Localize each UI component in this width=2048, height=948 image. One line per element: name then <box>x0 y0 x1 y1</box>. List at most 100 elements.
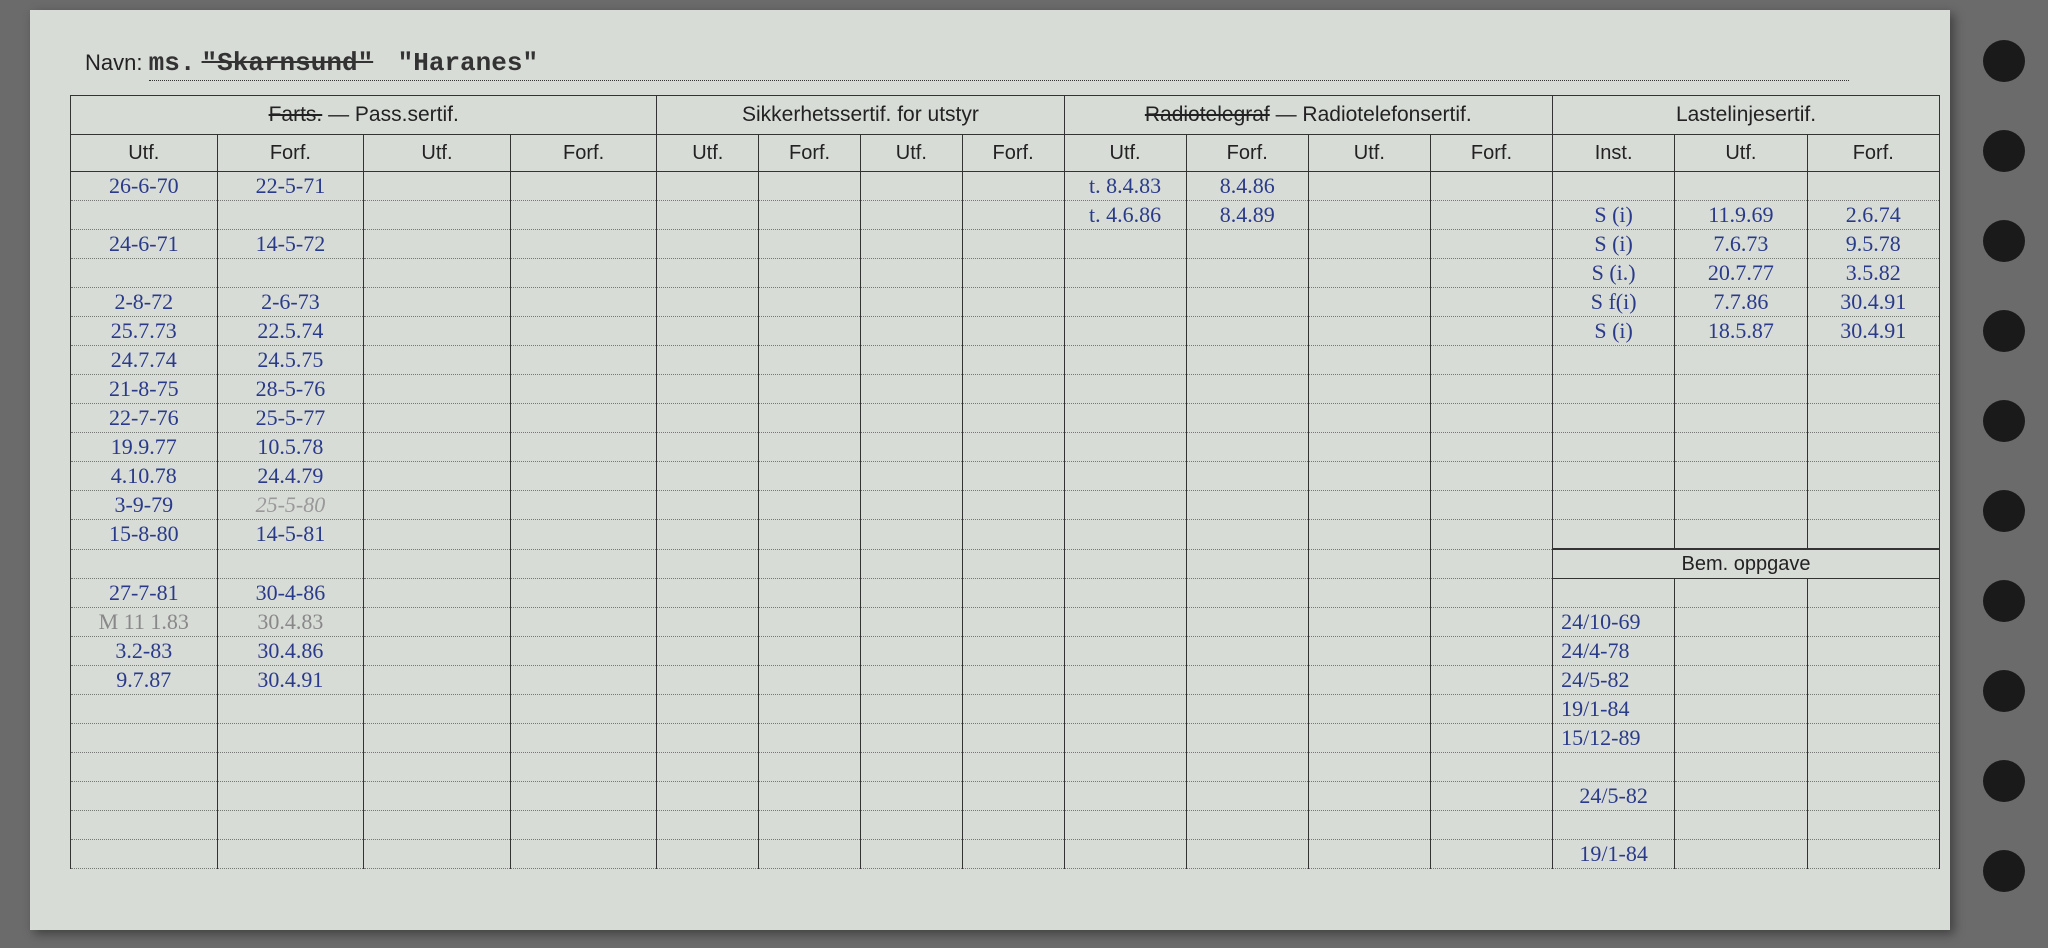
last-forf: 9.5.78 <box>1807 230 1939 259</box>
cell-empty <box>1675 491 1807 520</box>
table-row: t. 4.6.868.4.89S (i)11.9.692.6.74 <box>71 201 1940 230</box>
cell-empty <box>510 375 657 404</box>
cell-empty <box>657 753 759 782</box>
cell-empty <box>860 520 962 550</box>
last-inst: S f(i) <box>1553 288 1675 317</box>
last-forf: 3.5.82 <box>1807 259 1939 288</box>
cell-empty <box>962 637 1064 666</box>
last-forf: 2.6.74 <box>1807 201 1939 230</box>
pass-utf <box>71 259 218 288</box>
cell-empty <box>962 230 1064 259</box>
cell-empty <box>759 491 861 520</box>
cell-empty <box>860 840 962 869</box>
pass-utf: 2-8-72 <box>71 288 218 317</box>
table-row: S (i.)20.7.773.5.82 <box>71 259 1940 288</box>
cell-empty <box>1064 491 1186 520</box>
pass-utf <box>71 549 218 579</box>
header-row: Navn: ms. "Skarnsund" "Haranes" <box>85 48 1849 81</box>
cell-empty <box>860 608 962 637</box>
typed-prefix: ms. <box>149 48 196 78</box>
cell-empty <box>1807 608 1939 637</box>
hole <box>1983 400 2025 442</box>
cell-empty <box>1807 840 1939 869</box>
cell-empty <box>1308 724 1430 753</box>
hole <box>1983 40 2025 82</box>
last-inst: S (i) <box>1553 201 1675 230</box>
group-radio: Radiotelegraf — Radiotelefonsertif. <box>1064 96 1553 135</box>
cell-empty <box>860 549 962 579</box>
cell-empty <box>1186 462 1308 491</box>
col-utf: Utf. <box>1308 135 1430 172</box>
cell-empty <box>1675 608 1807 637</box>
cell-empty <box>1675 724 1807 753</box>
cell-empty <box>1553 811 1675 840</box>
cell-empty <box>657 259 759 288</box>
table-row: 15-8-8014-5-81 <box>71 520 1940 550</box>
cell-empty <box>860 579 962 608</box>
radio-utf: t. 4.6.86 <box>1064 201 1186 230</box>
cell-empty <box>657 462 759 491</box>
cell-empty <box>1675 375 1807 404</box>
bem-date: 24/5-82 <box>1553 666 1675 695</box>
bem-date: 24/10-69 <box>1553 608 1675 637</box>
table-row: Bem. oppgave <box>71 549 1940 579</box>
cell-empty <box>1675 462 1807 491</box>
cell-empty <box>1064 695 1186 724</box>
pass-utf: 19.9.77 <box>71 433 218 462</box>
cell-empty <box>759 608 861 637</box>
cell-empty <box>657 782 759 811</box>
cell-empty <box>962 579 1064 608</box>
last-inst: S (i) <box>1553 230 1675 259</box>
table-row: 15/12-89 <box>71 724 1940 753</box>
cell-empty <box>962 724 1064 753</box>
cell-empty <box>1186 230 1308 259</box>
cell-empty <box>962 462 1064 491</box>
cell-empty <box>1430 172 1552 201</box>
cell-empty <box>364 666 511 695</box>
last-utf: 7.7.86 <box>1675 288 1807 317</box>
cell-empty <box>1807 462 1939 491</box>
cell-empty <box>759 724 861 753</box>
pass-forf: 30.4.83 <box>217 608 364 637</box>
pass-forf <box>217 753 364 782</box>
group-pass: Farts. — Pass.sertif. <box>71 96 657 135</box>
cell-empty <box>1430 491 1552 520</box>
cell-empty <box>1064 637 1186 666</box>
hole <box>1983 580 2025 622</box>
cell-empty <box>1553 491 1675 520</box>
cell-empty <box>1186 549 1308 579</box>
cell-empty <box>1308 346 1430 375</box>
cell-empty <box>962 608 1064 637</box>
cell-empty <box>510 840 657 869</box>
table-row: 19/1-84 <box>71 695 1940 724</box>
cell-empty <box>1064 462 1186 491</box>
cell-empty <box>759 288 861 317</box>
table-row: 19.9.7710.5.78 <box>71 433 1940 462</box>
navn-line: ms. "Skarnsund" "Haranes" <box>149 48 1849 81</box>
pass-forf: 14-5-81 <box>217 520 364 550</box>
table-row: 3.2-8330.4.8624/4-78 <box>71 637 1940 666</box>
cell-empty <box>860 288 962 317</box>
cell-empty <box>1186 317 1308 346</box>
cell-empty <box>510 811 657 840</box>
table-row: 24/5-82 <box>71 782 1940 811</box>
cell-empty <box>860 811 962 840</box>
cell-empty <box>1308 608 1430 637</box>
cell-empty <box>510 782 657 811</box>
cell-empty <box>1807 637 1939 666</box>
cell-empty <box>1308 404 1430 433</box>
cell-empty <box>1430 201 1552 230</box>
cell-empty <box>1186 666 1308 695</box>
cell-empty <box>364 462 511 491</box>
pass-forf: 30-4-86 <box>217 579 364 608</box>
cell-empty <box>1308 201 1430 230</box>
pass-forf: 2-6-73 <box>217 288 364 317</box>
cell-empty <box>759 317 861 346</box>
cell-empty <box>1807 520 1939 550</box>
cell-empty <box>657 404 759 433</box>
cell-empty <box>759 840 861 869</box>
last-utf: 11.9.69 <box>1675 201 1807 230</box>
pass-forf <box>217 695 364 724</box>
last-utf: 18.5.87 <box>1675 317 1807 346</box>
cell-empty <box>860 666 962 695</box>
